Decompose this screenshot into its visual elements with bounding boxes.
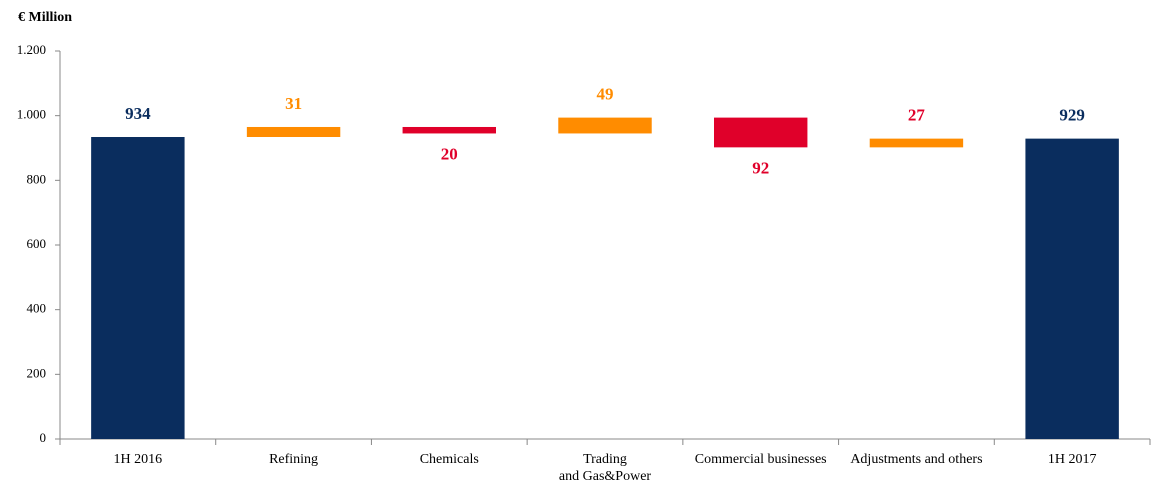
y-tick-label: 400: [27, 301, 47, 316]
bar: [91, 137, 185, 440]
value-label: 929: [1059, 106, 1085, 125]
y-tick-label: 200: [27, 365, 47, 380]
x-tick-label: Commercial businesses: [694, 452, 827, 467]
bar: [869, 138, 964, 148]
y-tick-label: 1.200: [17, 42, 46, 57]
x-tick-label: Chemicals: [419, 452, 479, 467]
x-tick-label: Refining: [269, 452, 319, 467]
x-tick-label: Trading and Gas&Power: [558, 452, 652, 484]
value-label: 92: [752, 158, 769, 177]
y-tick-label: 800: [27, 171, 47, 186]
x-tick-label: 1H 2016: [113, 452, 163, 467]
x-tick-label: Adjustments and others: [850, 452, 983, 467]
y-axis-label: € Million: [18, 10, 72, 25]
bar: [1025, 138, 1119, 439]
y-tick-label: 0: [40, 430, 47, 445]
value-label: 27: [908, 106, 926, 125]
y-tick-label: 1.000: [17, 107, 46, 122]
bar: [402, 126, 496, 134]
value-label: 31: [285, 94, 302, 113]
value-label: 49: [597, 85, 614, 104]
value-label: 934: [125, 104, 151, 123]
bar: [246, 126, 341, 138]
y-tick-label: 600: [27, 236, 47, 251]
value-label: 20: [441, 144, 458, 163]
bar: [714, 117, 808, 148]
bar: [558, 117, 652, 134]
x-tick-label: 1H 2017: [1047, 452, 1097, 467]
